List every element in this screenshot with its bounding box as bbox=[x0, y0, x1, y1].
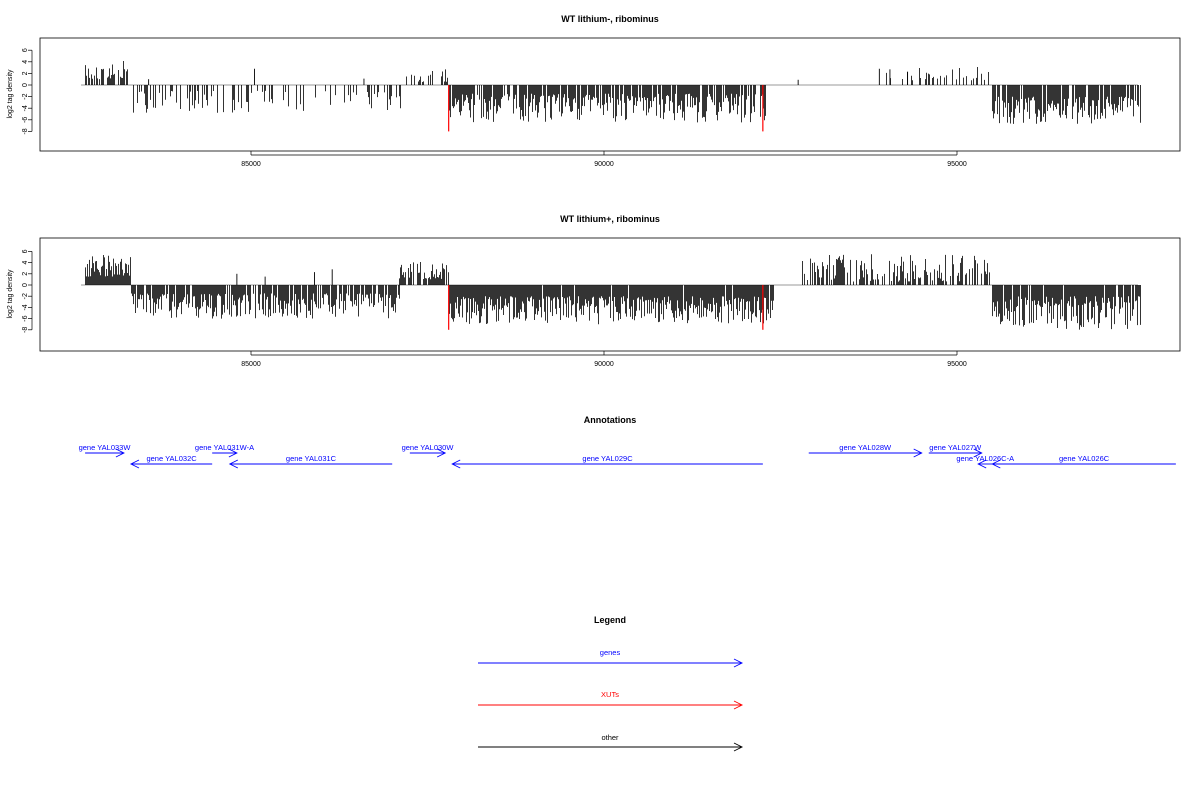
gene-track: gene YAL026C-A bbox=[956, 454, 1014, 469]
gene-arrowhead bbox=[991, 459, 1001, 469]
gene-track: gene YAL030W bbox=[402, 443, 455, 458]
panel1-title: WT lithium-, ribominus bbox=[561, 14, 659, 24]
panel1-frame bbox=[39, 37, 1181, 152]
panel2-bars bbox=[85, 254, 1141, 330]
gene-arrowhead bbox=[436, 448, 447, 458]
panel1-y-axis: 6 4 2 0 -2 -4 -6 -8 bbox=[22, 48, 33, 135]
gene-label: gene YAL033W bbox=[79, 443, 132, 452]
gene-label: gene YAL026C-A bbox=[956, 454, 1014, 463]
y-tick-label: -4 bbox=[22, 105, 29, 111]
y-tick-label: -2 bbox=[22, 93, 29, 99]
legend-label-xuts: XUTs bbox=[601, 690, 619, 699]
gene-label: gene YAL030W bbox=[402, 443, 455, 452]
y-tick-label: 2 bbox=[22, 272, 29, 276]
panel1-bars bbox=[85, 60, 1141, 124]
y-tick-label: 0 bbox=[22, 283, 29, 287]
x-tick-label: 90000 bbox=[594, 361, 614, 368]
gene-label: gene YAL032C bbox=[146, 454, 197, 463]
y-tick-label: -8 bbox=[22, 327, 29, 333]
panel1-highlights bbox=[448, 85, 764, 132]
gene-track: gene YAL029C bbox=[451, 454, 763, 469]
y-tick-label: 6 bbox=[22, 249, 29, 253]
gene-arrowhead bbox=[451, 459, 461, 469]
legend-title: Legend bbox=[594, 615, 626, 625]
panel-lithium-plus: WT lithium+, ribominus log2 tag density … bbox=[7, 214, 1181, 368]
gene-tracks: gene YAL033W gene YAL032C gene YAL031W-A ge… bbox=[79, 443, 1176, 469]
panel-lithium-minus: WT lithium-, ribominus log2 tag density … bbox=[7, 14, 1181, 168]
y-tick-label: -8 bbox=[22, 128, 29, 134]
y-tick-label: 2 bbox=[22, 71, 29, 75]
gene-track: gene YAL032C bbox=[129, 454, 213, 469]
legend-item-genes: genes bbox=[478, 648, 744, 668]
legend-panel: Legend genes XUTs other bbox=[478, 615, 744, 752]
legend-arrowhead-other bbox=[733, 742, 744, 752]
x-tick-label: 95000 bbox=[947, 161, 967, 168]
annotations-title: Annotations bbox=[584, 415, 637, 425]
x-tick-label: 95000 bbox=[947, 361, 967, 368]
gene-arrowhead bbox=[973, 448, 983, 458]
panel2-y-axis: 6 4 2 0 -2 -4 -6 -8 bbox=[22, 249, 33, 333]
y-tick-label: 0 bbox=[22, 83, 29, 87]
gene-track: gene YAL028W bbox=[808, 443, 923, 458]
gene-arrowhead bbox=[977, 459, 987, 469]
gene-label: gene YAL029C bbox=[582, 454, 633, 463]
y-tick-label: -6 bbox=[22, 315, 29, 321]
panel2-y-axis-label: log2 tag density bbox=[7, 269, 14, 319]
y-tick-label: 4 bbox=[22, 261, 29, 265]
gene-track: gene YAL026C bbox=[991, 454, 1176, 469]
gene-label: gene YAL028W bbox=[839, 443, 892, 452]
y-tick-label: 4 bbox=[22, 60, 29, 64]
y-tick-label: -4 bbox=[22, 304, 29, 310]
y-tick-label: -6 bbox=[22, 117, 29, 123]
gene-arrowhead bbox=[913, 448, 923, 458]
panel2-highlights bbox=[448, 285, 764, 330]
gene-label: gene YAL027W bbox=[929, 443, 982, 452]
panel2-title: WT lithium+, ribominus bbox=[560, 214, 660, 224]
legend-item-other: other bbox=[478, 733, 744, 752]
gene-track: gene YAL033W bbox=[79, 443, 132, 458]
gene-label: gene YAL026C bbox=[1059, 454, 1110, 463]
x-tick-label: 85000 bbox=[241, 361, 261, 368]
y-tick-label: -2 bbox=[22, 293, 29, 299]
gene-arrowhead bbox=[129, 459, 140, 469]
y-tick-label: 6 bbox=[22, 48, 29, 52]
gene-label: gene YAL031C bbox=[286, 454, 337, 463]
panel2-x-axis: 85000 90000 95000 bbox=[241, 351, 967, 368]
panel1-x-axis: 85000 90000 95000 bbox=[241, 151, 967, 168]
gene-label: gene YAL031W-A bbox=[195, 443, 254, 452]
x-tick-label: 90000 bbox=[594, 161, 614, 168]
gene-track: gene YAL031C bbox=[228, 454, 393, 469]
gene-track: gene YAL027W bbox=[928, 443, 983, 458]
gene-arrowhead bbox=[228, 459, 239, 469]
legend-label-other: other bbox=[601, 733, 619, 742]
panel2-frame bbox=[39, 237, 1181, 352]
gene-arrowhead bbox=[115, 448, 125, 458]
legend-label-genes: genes bbox=[600, 648, 621, 657]
legend-arrowhead-xuts bbox=[733, 700, 744, 710]
gene-track: gene YAL031W-A bbox=[195, 443, 254, 458]
x-tick-label: 85000 bbox=[241, 161, 261, 168]
legend-arrowhead-genes bbox=[733, 658, 744, 668]
panel1-y-axis-label: log2 tag density bbox=[7, 69, 14, 119]
legend-item-xuts: XUTs bbox=[478, 690, 744, 710]
gene-arrowhead bbox=[228, 448, 238, 458]
